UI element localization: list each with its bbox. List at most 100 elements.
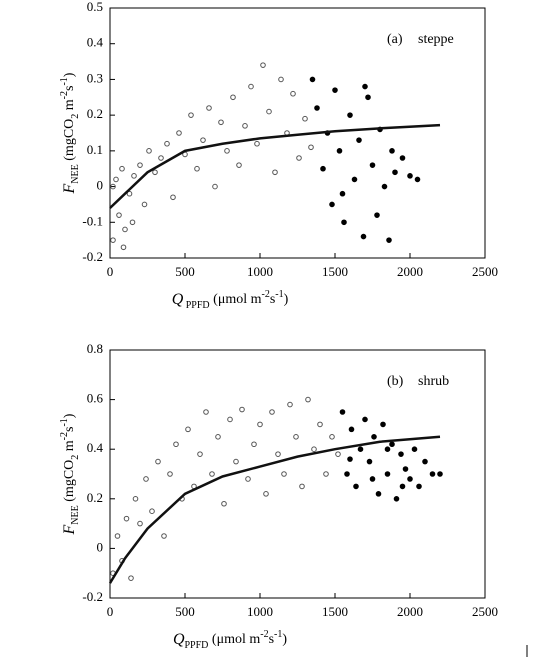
- open-point: [230, 94, 236, 101]
- open-point: [242, 123, 248, 129]
- filled-point: [411, 446, 418, 453]
- filled-point: [389, 148, 395, 154]
- open-point: [209, 471, 215, 477]
- filled-point: [320, 165, 326, 172]
- y-tick-label: 0: [97, 539, 104, 554]
- filled-point: [362, 83, 368, 90]
- open-point: [126, 190, 133, 197]
- y-tick-label: 0.3: [87, 70, 103, 85]
- filled-point: [362, 416, 368, 423]
- x-tick-label: 1000: [247, 264, 273, 279]
- y-axis-label: FNEE (mgCO2 m-2s-1): [59, 72, 81, 194]
- open-point: [137, 520, 143, 527]
- open-point: [152, 169, 158, 176]
- label-part: ): [62, 413, 77, 418]
- label-part: -1: [275, 289, 283, 300]
- open-point: [287, 401, 293, 408]
- open-point: [128, 575, 134, 581]
- filled-point: [369, 162, 376, 168]
- filled-point: [336, 148, 343, 154]
- open-point: [215, 434, 221, 440]
- x-tick-label: 500: [175, 604, 195, 619]
- filled-point: [380, 421, 386, 428]
- open-point: [131, 173, 137, 179]
- open-point: [116, 212, 122, 218]
- open-point: [263, 491, 269, 497]
- label-part: F: [61, 183, 78, 194]
- open-point: [194, 165, 200, 172]
- filled-point: [329, 201, 335, 208]
- x-tick-label: 2000: [397, 604, 423, 619]
- filled-point: [398, 451, 404, 457]
- x-axis-label: QPPFD (μmol m-2s-1): [173, 629, 287, 651]
- open-point: [239, 406, 245, 413]
- y-tick-label: -0.2: [82, 589, 103, 604]
- open-point: [110, 237, 116, 243]
- filled-point: [356, 137, 362, 143]
- open-point: [227, 416, 233, 423]
- label-part: F: [61, 524, 78, 535]
- filled-point: [437, 471, 443, 477]
- fit-curve: [109, 123, 441, 209]
- label-part: -2: [260, 629, 268, 640]
- open-point: [254, 140, 260, 147]
- filled-point: [348, 426, 355, 433]
- open-point: [161, 533, 167, 539]
- filled-point: [393, 496, 400, 502]
- label-part: 2: [70, 114, 81, 119]
- open-point: [197, 451, 203, 457]
- plot-frame: [109, 349, 486, 599]
- filled-point: [402, 466, 409, 472]
- label-part: s: [270, 292, 275, 307]
- label-part: -2: [59, 432, 70, 440]
- open-point: [170, 194, 176, 201]
- open-point: [123, 515, 130, 522]
- open-point: [275, 451, 281, 457]
- open-point: [158, 155, 164, 161]
- filled-point: [309, 76, 316, 83]
- open-point: [305, 396, 311, 403]
- label-part: ): [62, 72, 77, 77]
- label-part: Q: [173, 631, 185, 648]
- open-point: [269, 409, 275, 415]
- open-point: [296, 155, 302, 161]
- filled-point: [366, 458, 373, 465]
- y-tick-label: 0.4: [87, 440, 104, 455]
- filled-point: [375, 491, 382, 497]
- x-tick-label: 2500: [472, 264, 498, 279]
- open-point: [200, 137, 206, 143]
- open-point: [149, 508, 155, 515]
- label-part: -1: [274, 629, 282, 640]
- label-part: (μmol m: [208, 632, 260, 647]
- open-point: [185, 426, 191, 433]
- fit-curve: [108, 435, 441, 584]
- label-part: NEE: [70, 505, 81, 524]
- filled-point: [399, 155, 406, 161]
- filled-point: [344, 471, 350, 477]
- label-part: (mgCO: [62, 119, 77, 165]
- open-point: [212, 183, 218, 190]
- open-point: [188, 112, 194, 118]
- open-point: [308, 144, 314, 151]
- filled-point: [347, 456, 353, 462]
- open-point: [167, 471, 173, 477]
- filled-point: [399, 483, 406, 490]
- open-point: [257, 421, 263, 428]
- open-point: [329, 434, 335, 440]
- open-point: [224, 148, 230, 154]
- label-part: -1: [59, 418, 70, 426]
- x-tick-label: 1000: [247, 604, 273, 619]
- open-point: [113, 176, 119, 183]
- label-part: m: [62, 440, 77, 455]
- open-point: [236, 162, 242, 168]
- label-part: NEE: [70, 164, 81, 183]
- label-part: ): [284, 292, 289, 307]
- filled-point: [347, 112, 353, 118]
- filled-point: [392, 169, 398, 176]
- panel-label: (b): [387, 374, 404, 389]
- y-tick-label: 0.4: [87, 35, 104, 50]
- open-point: [266, 108, 272, 115]
- label-part: PPFD: [185, 640, 209, 651]
- open-point: [129, 219, 136, 226]
